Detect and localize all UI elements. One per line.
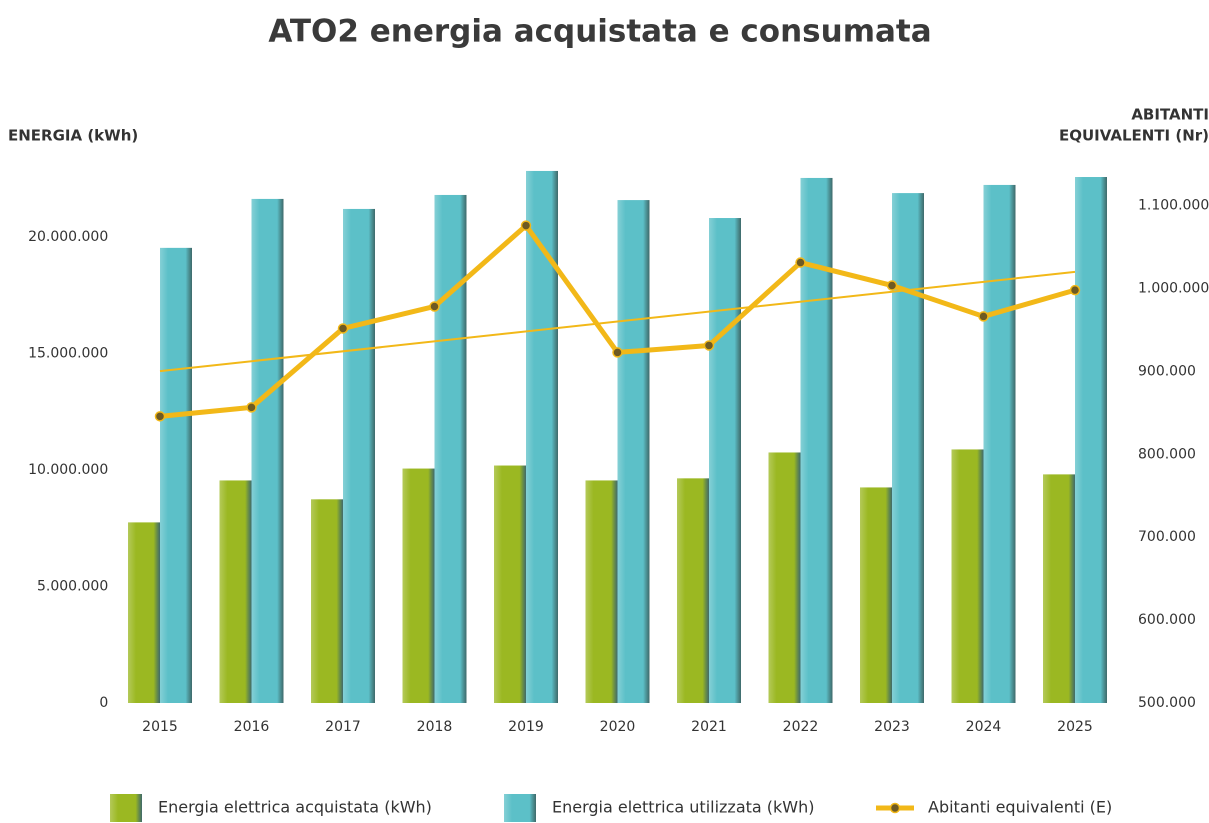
x-tick-label: 2019 (508, 719, 544, 735)
y-tick-label: 10.000.000 (28, 462, 108, 478)
bar (892, 193, 924, 703)
bar (494, 465, 526, 703)
line-point (703, 340, 715, 351)
x-tick-label: 2024 (966, 719, 1002, 735)
bar (585, 480, 618, 703)
y2-axis-title: EQUIVALENTI (Nr) (1059, 127, 1209, 145)
x-tick-label: 2020 (600, 719, 636, 735)
bar (402, 468, 435, 703)
bar (677, 478, 709, 703)
line-point (246, 402, 257, 413)
bar (800, 177, 833, 703)
bar (951, 449, 984, 703)
x-tick-label: 2017 (325, 719, 361, 735)
bar (128, 522, 160, 703)
y2-axis-title: ABITANTI (1131, 106, 1209, 124)
bar (768, 452, 801, 703)
x-tick-label: 2016 (234, 719, 270, 735)
bar (251, 198, 284, 703)
bar (709, 218, 741, 704)
y2-tick-label: 700.000 (1138, 529, 1196, 545)
legend-label: Energia elettrica utilizzata (kWh) (552, 798, 815, 817)
y2-tick-label: 900.000 (1138, 363, 1196, 379)
legend-swatch (110, 794, 142, 822)
bar (434, 194, 467, 703)
line-point (154, 411, 166, 422)
legend-swatch (504, 794, 536, 822)
x-tick-label: 2022 (783, 719, 819, 735)
y2-tick-label: 800.000 (1138, 446, 1196, 462)
y2-tick-label: 600.000 (1138, 612, 1196, 628)
bar (1075, 177, 1107, 703)
y-tick-label: 0 (99, 695, 108, 711)
line-point (978, 311, 989, 322)
x-tick-label: 2021 (691, 719, 727, 735)
x-tick-label: 2018 (417, 719, 453, 735)
line-point (612, 347, 623, 358)
line-point (337, 323, 349, 334)
line-point (1069, 284, 1081, 296)
legend-label: Energia elettrica acquistata (kWh) (158, 798, 432, 817)
bar (343, 208, 375, 703)
bar (219, 480, 252, 703)
y-tick-label: 5.000.000 (37, 578, 108, 594)
bar (617, 200, 650, 704)
y2-tick-label: 1.100.000 (1138, 198, 1209, 214)
chart-title: ATO2 energia acquistata e consumata (268, 14, 931, 50)
bar (160, 247, 192, 703)
x-tick-label: 2023 (874, 719, 910, 735)
bar (1043, 474, 1075, 703)
line-point (429, 301, 440, 312)
legend-swatch (889, 802, 901, 814)
y-tick-label: 20.000.000 (28, 229, 108, 245)
y2-tick-label: 500.000 (1138, 695, 1196, 711)
line-point (520, 220, 532, 231)
x-tick-label: 2025 (1057, 719, 1093, 735)
bar (311, 499, 343, 703)
line-point (795, 257, 806, 268)
y2-tick-label: 1.000.000 (1138, 280, 1209, 296)
x-tick-label: 2015 (142, 719, 178, 735)
bar (860, 487, 892, 703)
bar (983, 184, 1016, 704)
y-tick-label: 15.000.000 (28, 345, 108, 361)
line-point (886, 280, 898, 291)
legend-label: Abitanti equivalenti (E) (928, 798, 1112, 817)
y-axis-title: ENERGIA (kWh) (8, 127, 138, 145)
